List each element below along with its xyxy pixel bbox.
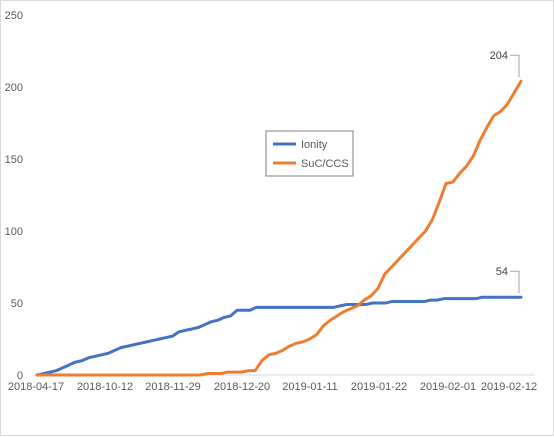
- y-tick-label: 200: [5, 82, 23, 94]
- series-layer: [35, 79, 523, 377]
- x-tick-label: 2019-01-22: [351, 381, 407, 393]
- y-tick-label: 0: [17, 370, 23, 382]
- y-tick-label: 150: [5, 154, 23, 166]
- series-line-ionity: [35, 295, 523, 377]
- data-labels: 54 204: [490, 50, 520, 294]
- x-tick-label: 2019-02-12: [481, 381, 537, 393]
- legend: Ionity SuC/CCS: [265, 130, 354, 177]
- y-axis-ticks: 0 50 100 150 200 250: [5, 10, 23, 382]
- x-tick-label: 2018-11-29: [145, 381, 200, 393]
- y-tick-label: 50: [11, 298, 23, 310]
- legend-box: [265, 130, 354, 177]
- data-label-ionity: 54: [496, 266, 508, 278]
- y-tick-label: 250: [5, 10, 23, 22]
- x-tick-label: 2018-12-20: [214, 381, 270, 393]
- y-tick-label: 100: [5, 226, 23, 238]
- series-line-suc-ccs: [35, 79, 523, 377]
- x-tick-label: 2019-01-11: [282, 381, 337, 393]
- x-tick-label: 2018-04-17: [8, 381, 64, 393]
- legend-label: Ionity: [301, 139, 328, 151]
- data-label-leader: [510, 54, 520, 78]
- x-tick-label: 2019-02-01: [420, 381, 476, 393]
- x-axis-ticks: 2018-04-17 2018-10-12 2018-11-29 2018-12-20…: [8, 381, 537, 393]
- data-label-leader: [510, 270, 520, 294]
- legend-label: SuC/CCS: [301, 158, 349, 170]
- data-label-suc-ccs: 204: [490, 50, 508, 62]
- x-tick-label: 2018-10-12: [77, 381, 133, 393]
